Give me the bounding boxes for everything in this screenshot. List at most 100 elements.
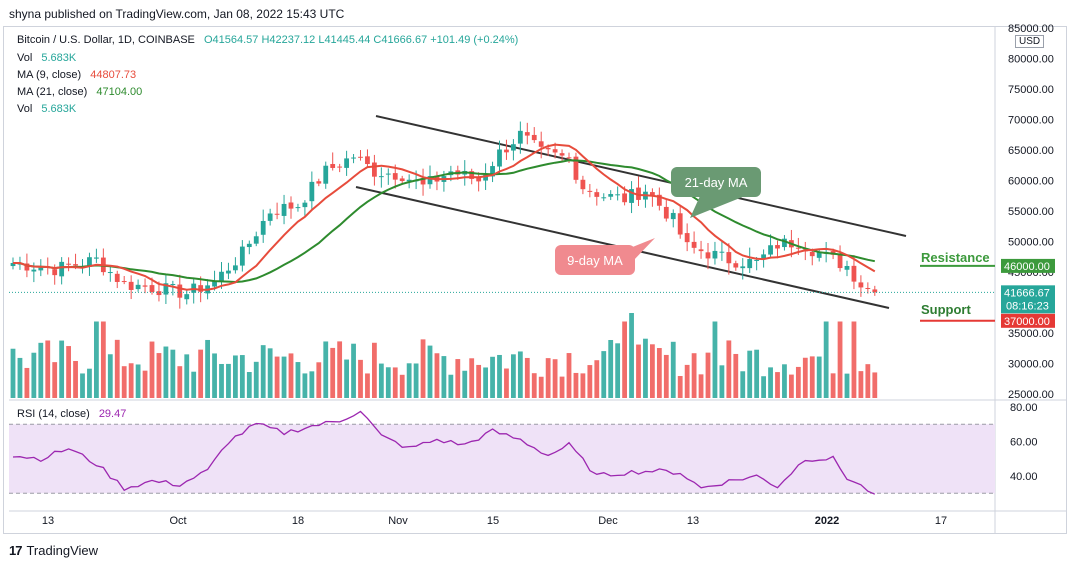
candle-body <box>816 252 822 258</box>
volume-bar <box>747 350 753 398</box>
candle-body <box>775 245 780 249</box>
volume-bar <box>344 359 349 398</box>
volume-bar <box>455 359 461 398</box>
volume-bar <box>782 364 787 398</box>
volume-bar <box>358 359 363 398</box>
candle-body <box>385 173 391 175</box>
candle-body <box>601 197 607 199</box>
ma21-callout-pointer <box>690 196 745 218</box>
volume-bar <box>789 374 794 398</box>
volume-bar <box>802 357 808 398</box>
volume-bar <box>246 372 252 398</box>
volume-bar <box>656 348 662 398</box>
volume-bar <box>775 372 780 398</box>
volume-bar <box>705 352 711 398</box>
candle-body <box>608 194 614 197</box>
candle-body <box>323 165 329 184</box>
price-tick-label: 85000.00 <box>1008 23 1054 35</box>
rsi-tick-label: 40.00 <box>1010 471 1038 483</box>
volume-bar <box>392 367 398 398</box>
candle-body <box>309 181 315 202</box>
candle-body <box>114 273 120 282</box>
price-tick-label: 75000.00 <box>1008 84 1054 96</box>
time-tick-label: Dec <box>598 515 618 527</box>
volume-bar <box>872 372 878 398</box>
candle-body <box>670 212 676 220</box>
last-price-tag <box>1001 285 1055 314</box>
candle-body <box>24 263 30 271</box>
volume-bar <box>434 353 440 398</box>
candle-body <box>497 149 502 167</box>
candle-body <box>73 264 78 266</box>
last-price-text: 41666.67 <box>1004 287 1050 299</box>
volume-bar <box>768 367 773 398</box>
candle-body <box>858 282 864 288</box>
currency-badge[interactable]: USD <box>1015 35 1045 48</box>
candle-body <box>142 285 148 287</box>
candle-body <box>740 266 746 269</box>
volume-bar <box>184 354 190 398</box>
volume-bar <box>233 355 238 398</box>
volume-bar <box>580 373 586 398</box>
volume-bar <box>309 371 315 398</box>
candle-body <box>121 281 127 283</box>
price-tick-label: 25000.00 <box>1008 389 1054 401</box>
candle-body <box>490 166 495 177</box>
volume-bar <box>323 341 329 398</box>
price-tick-label: 65000.00 <box>1008 145 1054 157</box>
candle-body <box>163 283 169 295</box>
candle-body <box>517 130 523 144</box>
candle-body <box>844 265 850 270</box>
candle-body <box>184 294 190 300</box>
candle-body <box>260 220 266 235</box>
candle-body <box>59 261 65 277</box>
volume-bar <box>87 368 92 398</box>
volume-bar <box>45 340 51 398</box>
volume-bar <box>337 341 343 398</box>
volume-bar <box>517 351 523 398</box>
volume-bar <box>198 349 204 398</box>
volume-bar <box>573 372 579 398</box>
candle-body <box>316 181 322 184</box>
rsi-band <box>9 424 995 494</box>
volume-bar <box>462 370 468 398</box>
volume-bar <box>823 321 829 398</box>
volume-bar <box>754 349 760 398</box>
volume-bar <box>163 346 169 398</box>
price-tick-label: 70000.00 <box>1008 115 1054 127</box>
volume-bar <box>281 356 287 398</box>
volume-legend-2: Vol 5.683K <box>17 103 76 115</box>
candle-body <box>476 177 482 182</box>
footer-brand[interactable]: 17 TradingView <box>9 543 98 558</box>
volume-bar <box>24 367 30 398</box>
volume-bar <box>149 341 155 398</box>
volume-bar <box>476 364 482 398</box>
volume-bar <box>427 345 433 398</box>
candle-body <box>246 243 252 248</box>
candle-body <box>358 156 363 158</box>
resistance-price-text: 46000.00 <box>1004 261 1050 273</box>
time-tick-label: 2022 <box>815 515 839 527</box>
volume-bar <box>365 373 370 398</box>
volume-value: 5.683K <box>41 52 77 64</box>
chart-frame <box>3 26 1067 534</box>
volume-value-2: 5.683K <box>41 103 77 115</box>
candle-body <box>170 284 176 286</box>
tradingview-logo-icon: 17 <box>9 543 23 558</box>
volume-bar <box>761 376 766 398</box>
volume-bar <box>629 313 634 398</box>
volume-bar <box>107 354 113 398</box>
ma21-callout-text: 21-day MA <box>685 175 748 190</box>
volume-bar <box>622 321 627 398</box>
volume-bar <box>712 321 718 398</box>
candle-body <box>128 281 134 290</box>
volume-bar <box>267 348 273 398</box>
volume-bar <box>226 363 231 398</box>
volume-bar <box>643 338 648 398</box>
candle-body <box>226 270 231 274</box>
ma21-value: 47104.00 <box>96 86 143 98</box>
volume-bar <box>538 376 544 398</box>
volume-bar <box>385 367 391 398</box>
candle-body <box>677 213 683 235</box>
